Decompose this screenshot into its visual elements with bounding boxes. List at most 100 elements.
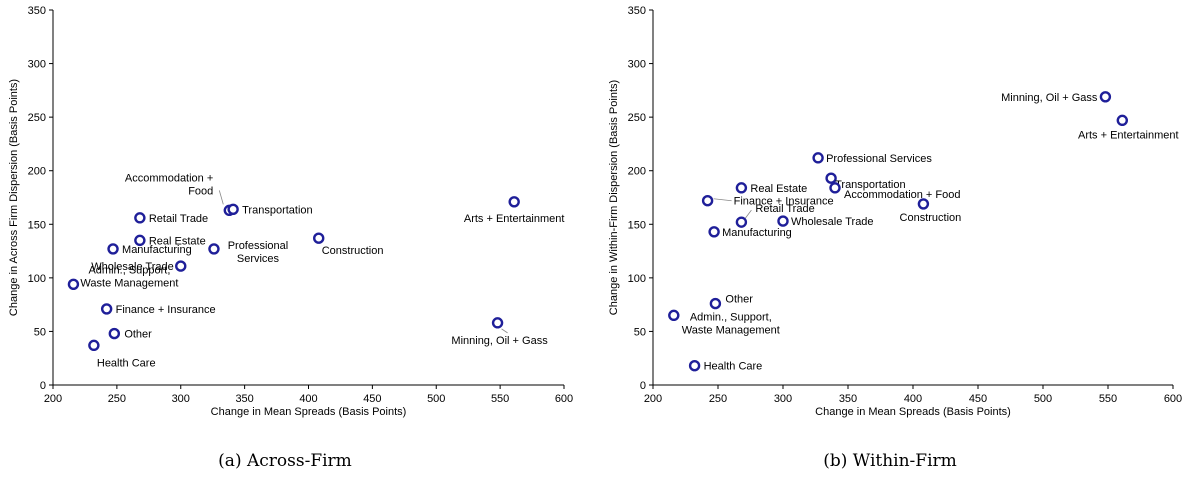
y-tick-label: 300: [628, 59, 646, 71]
point-label: Finance + Insurance: [116, 304, 216, 316]
y-tick-label: 0: [640, 380, 646, 392]
point-label: Other: [124, 329, 152, 341]
y-tick-label: 350: [28, 5, 46, 17]
point-label: Retail Trade: [149, 213, 208, 225]
scatter-point: [100, 303, 113, 315]
point-label: Transportation: [835, 179, 906, 191]
x-tick-label: 350: [235, 393, 253, 405]
point-label: Real Estate: [149, 235, 206, 247]
scatter-point: [829, 182, 841, 194]
x-tick-label: 500: [427, 393, 445, 405]
point-label: Professional Services: [826, 153, 932, 165]
scatter-point: [313, 232, 325, 244]
y-tick-label: 150: [628, 219, 646, 231]
panel-within-firm: 200 250 300 350 400 450 500 550 600 0 50 100 150 200 2…: [608, 5, 1182, 471]
x-tick-label: 200: [44, 393, 62, 405]
y-tick-label: 300: [28, 59, 46, 71]
x-tick-label: 500: [1034, 393, 1052, 405]
x-tick-label: 600: [555, 393, 573, 405]
point-label: Health Care: [704, 361, 763, 373]
point-label: Transportation: [242, 204, 313, 216]
point-label: Admin., Support, Waste Management: [80, 264, 178, 289]
x-tick-label: 300: [774, 393, 792, 405]
y-tick-label: 0: [40, 380, 46, 392]
y-tick-label: 250: [28, 112, 46, 124]
point-label: Arts + Entertainment: [1078, 129, 1179, 141]
leader-line: [713, 198, 732, 202]
point-label: Accommodation + Food: [844, 189, 960, 201]
scatter-point: [812, 152, 824, 164]
x-tick-label: 450: [363, 393, 381, 405]
x-tick-label: 400: [904, 393, 922, 405]
leader-line: [218, 190, 224, 205]
point-label: Admin., Support, Waste Management: [682, 311, 780, 336]
point-label: Construction: [900, 212, 962, 224]
scatter-point: [735, 182, 748, 194]
y-tick-label: 50: [634, 326, 646, 338]
scatter-point: [227, 203, 239, 215]
point-label: Construction: [322, 245, 384, 257]
point-label: Other: [725, 294, 753, 306]
scatter-point: [917, 198, 930, 210]
scatter-point: [88, 339, 100, 352]
point-label: Wholesale Trade: [791, 216, 874, 228]
point-label: Arts + Entertainment: [464, 213, 565, 225]
x-tick-label: 550: [1099, 393, 1117, 405]
scatter-point: [508, 196, 520, 208]
scatter-point: [708, 226, 720, 238]
point-label: Accommodation + Food: [125, 172, 213, 197]
panel-caption: (a) Across-Firm: [218, 451, 352, 471]
point-label: Minning, Oil + Gass: [1001, 92, 1098, 104]
scatter-point: [175, 260, 187, 272]
scatter-point: [107, 243, 119, 255]
x-tick-label: 350: [839, 393, 857, 405]
x-tick-label: 450: [969, 393, 987, 405]
y-tick-label: 100: [628, 273, 646, 285]
y-tick-label: 100: [28, 273, 46, 285]
y-tick-label: 350: [628, 5, 646, 17]
point-label: Manufacturing: [122, 244, 192, 256]
leader-line: [501, 328, 508, 334]
point-label: Real Estate: [750, 183, 807, 195]
y-tick-label: 150: [28, 219, 46, 231]
x-axis-label: Change in Mean Spreads (Basis Points): [815, 406, 1011, 418]
point-label: Professional Services: [228, 240, 289, 265]
x-axis-label: Change in Mean Spreads (Basis Points): [211, 406, 407, 418]
point-label: Minning, Oil + Gass: [451, 335, 548, 347]
scatter-point: [491, 317, 504, 329]
scatter-point: [208, 243, 220, 255]
y-tick-label: 250: [628, 112, 646, 124]
y-tick-label: 200: [28, 166, 46, 178]
scatter-point: [1099, 91, 1112, 103]
scatter-point: [777, 215, 789, 227]
scatter-point: [688, 360, 701, 372]
scatter-point: [825, 172, 837, 184]
point-label: Manufacturing: [722, 227, 792, 239]
scatter-point: [668, 309, 680, 322]
scatter-point: [735, 216, 748, 228]
y-axis-label: Change in Across Firm Dispersion (Basis …: [8, 79, 20, 316]
scatter-point: [67, 278, 80, 290]
leader-line: [745, 209, 752, 219]
x-tick-label: 200: [644, 393, 662, 405]
scatter-point: [701, 195, 714, 207]
x-tick-label: 600: [1164, 393, 1182, 405]
x-tick-label: 300: [172, 393, 190, 405]
y-axis-label: Change in Within-Firm Dispersion (Basis …: [608, 80, 620, 315]
panel-across-firm: 200 250 300 350 400 450 500 550 600 0 50 100 150 200 2…: [8, 5, 573, 471]
point-label: Retail Trade: [755, 203, 814, 215]
scatter-point: [134, 212, 146, 224]
scatter-point: [108, 327, 121, 340]
y-tick-label: 200: [628, 166, 646, 178]
point-label: Wholesale Trade: [91, 261, 174, 273]
scatter-point: [134, 234, 146, 247]
x-tick-label: 250: [709, 393, 727, 405]
scatter-point: [709, 297, 722, 310]
y-tick-label: 50: [34, 326, 46, 338]
scatter-point: [1116, 114, 1129, 127]
x-tick-label: 250: [108, 393, 126, 405]
point-label: Finance + Insurance: [734, 196, 834, 208]
point-label: Health Care: [97, 357, 156, 369]
x-tick-label: 550: [491, 393, 509, 405]
